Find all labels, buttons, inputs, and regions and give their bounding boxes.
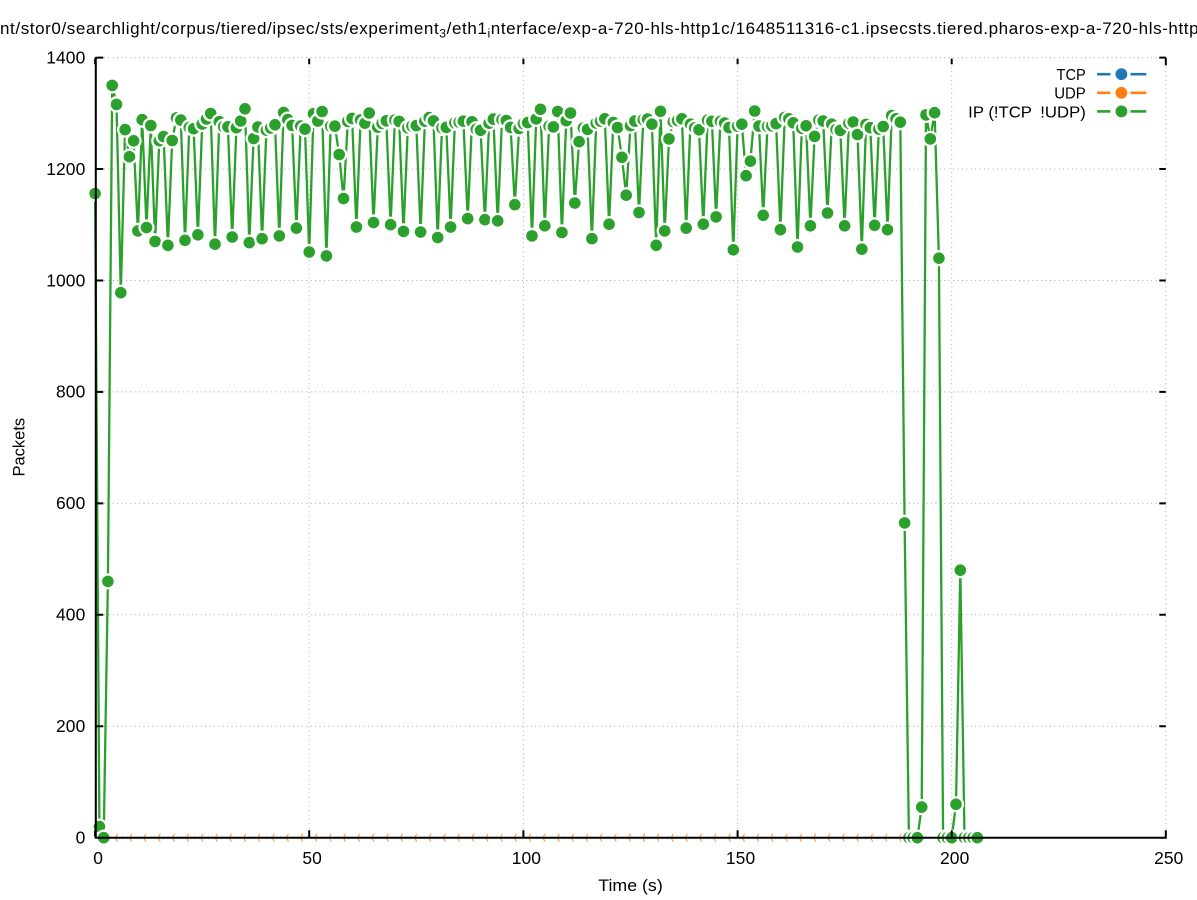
svg-text:100: 100 xyxy=(512,848,541,868)
svg-text:200: 200 xyxy=(940,848,969,868)
svg-text:Packets: Packets xyxy=(11,418,29,477)
svg-text:TCP: TCP xyxy=(1057,67,1086,84)
svg-text:1400: 1400 xyxy=(46,47,85,67)
svg-text:200: 200 xyxy=(56,716,85,736)
svg-text:UDP: UDP xyxy=(1054,86,1086,103)
svg-text:600: 600 xyxy=(56,493,85,513)
svg-text:1000: 1000 xyxy=(46,270,85,290)
svg-text:Time (s): Time (s) xyxy=(598,877,663,895)
svg-text:IP (!TCP !UDP): IP (!TCP !UDP) xyxy=(968,104,1086,121)
svg-text:150: 150 xyxy=(726,848,755,868)
svg-text:250: 250 xyxy=(1154,848,1183,868)
svg-text:50: 50 xyxy=(302,848,322,868)
svg-text:1200: 1200 xyxy=(46,159,85,179)
svg-text:0: 0 xyxy=(76,828,86,848)
svg-text:800: 800 xyxy=(56,382,85,402)
svg-text:0: 0 xyxy=(93,848,103,868)
svg-text:400: 400 xyxy=(56,605,85,625)
svg-text:/mnt/stor0/searchlight/corpus/: /mnt/stor0/searchlight/corpus/tiered/ips… xyxy=(0,19,1197,41)
